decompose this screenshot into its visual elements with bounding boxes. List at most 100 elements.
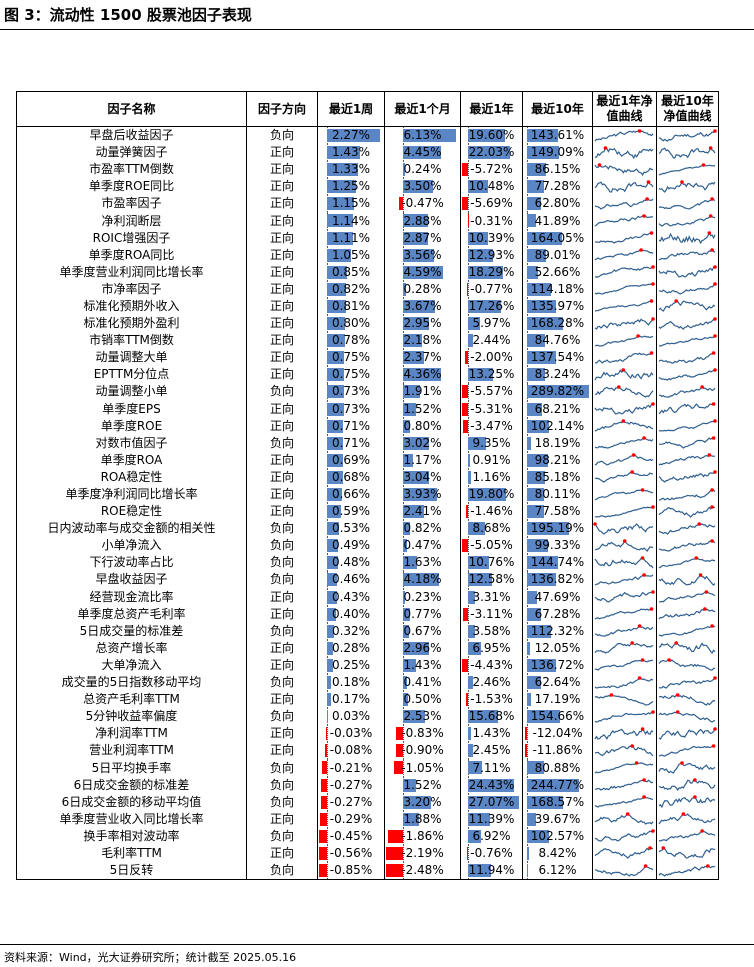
return-bar [403, 624, 409, 638]
factor-direction: 正向 [246, 503, 318, 521]
return-cell-y10: 149.09% [522, 144, 593, 162]
sparkline [594, 231, 654, 244]
nav-curve-1y [592, 759, 657, 777]
return-cell-y10: 144.74% [522, 554, 593, 572]
return-value: 112.32% [530, 623, 585, 638]
return-bar [527, 761, 545, 775]
sparkline [659, 436, 716, 449]
header-curve-1y: 最近1年净值曲线 [592, 91, 657, 127]
return-value: 0.85% [331, 264, 371, 279]
sparkline [594, 556, 654, 569]
bar-axis [326, 759, 328, 777]
sparkline [658, 299, 716, 313]
return-value: -5.31% [470, 401, 513, 416]
sparkline-path [658, 300, 716, 313]
return-cell-y1: -2.00% [460, 349, 523, 367]
return-value: 168.57% [530, 794, 585, 809]
sparkline [593, 521, 654, 535]
return-value: 80.88% [534, 760, 581, 775]
return-value: 85.18% [534, 469, 581, 484]
return-cell-y10: 195.19% [522, 520, 593, 538]
sparkline-peak-marker [701, 162, 706, 167]
sparkline-path [594, 727, 654, 740]
return-cell-m1: 6.13% [384, 126, 461, 145]
nav-curve-10y [656, 161, 719, 179]
return-value: 0.75% [331, 367, 371, 382]
return-cell-y1: -0.76% [460, 844, 523, 863]
return-value: 10.48% [468, 179, 515, 194]
sparkline-path [658, 864, 716, 877]
return-value: 1.63% [403, 555, 442, 570]
return-cell-y10: -11.86% [522, 742, 593, 760]
sparkline-peak-marker [637, 624, 642, 629]
sparkline [658, 692, 716, 706]
return-value: 0.80% [403, 418, 442, 433]
factor-name: 下行波动率占比 [16, 554, 247, 572]
return-value: 4.18% [403, 572, 442, 587]
return-cell-m1: 2.96% [384, 639, 461, 657]
return-value: 3.67% [403, 298, 442, 313]
return-bar [320, 795, 327, 809]
return-cell-w1: -0.27% [317, 776, 385, 794]
return-cell-w1: -0.45% [317, 827, 385, 845]
return-bar [468, 299, 501, 313]
return-value: 17.26% [468, 298, 515, 313]
factor-name: 标准化预期外收入 [16, 297, 247, 316]
sparkline [658, 709, 716, 723]
return-value: 0.18% [331, 675, 371, 690]
table-row: 市盈率因子 正向 1.15% -0.47% -5.69% 62.80% [16, 195, 719, 213]
factor-name: 动量调整大单 [16, 349, 247, 367]
bar-axis [326, 742, 328, 760]
return-bar [527, 129, 558, 142]
return-bar [468, 248, 493, 262]
return-value: 1.05% [331, 247, 371, 262]
return-value: -0.21% [329, 760, 373, 775]
return-cell-w1: 1.33% [317, 161, 385, 179]
return-value: 0.17% [331, 692, 371, 707]
factor-direction: 正向 [246, 810, 318, 828]
return-value: 1.11% [331, 230, 371, 245]
return-bar [326, 351, 345, 365]
table-row: 下行波动率占比 负向 0.48% 1.63% 10.76% 144.74% [16, 554, 719, 572]
return-bar [463, 607, 469, 621]
return-value: 2.44% [472, 333, 511, 348]
sparkline [594, 658, 653, 672]
return-value: -2.19% [401, 845, 444, 860]
sparkline-path [594, 642, 654, 655]
factor-name: 5分钟收益率偏度 [16, 708, 247, 726]
header-month: 最近1个月 [384, 91, 461, 127]
factor-direction: 正向 [246, 485, 318, 504]
return-bar [527, 163, 546, 177]
return-cell-m1: 0.23% [384, 588, 461, 606]
sparkline-peak-marker [651, 829, 655, 834]
return-cell-w1: 0.48% [317, 554, 385, 572]
sparkline [594, 607, 654, 620]
nav-curve-10y [656, 656, 719, 674]
return-cell-m1: -1.86% [384, 827, 461, 845]
sparkline-path [658, 505, 716, 518]
sparkline-peak-marker [646, 180, 651, 184]
return-value: 2.27% [331, 128, 371, 143]
factor-direction: 正向 [246, 297, 318, 316]
sparkline [658, 350, 716, 364]
return-value: 89.01% [534, 247, 581, 262]
sparkline-path [658, 779, 716, 792]
sparkline-path [594, 386, 654, 398]
return-value: -1.53% [470, 692, 513, 707]
nav-curve-1y [592, 332, 657, 350]
nav-curve-1y [592, 383, 657, 401]
table-row: 成交量的5日指数移动平均 负向 0.18% 0.41% 2.46% 62.64% [16, 674, 719, 692]
return-value: 2.18% [403, 333, 442, 348]
return-bar [326, 265, 347, 279]
sparkline-peak-marker [648, 846, 652, 851]
return-cell-m1: -0.83% [384, 725, 461, 743]
bar-axis [326, 810, 328, 828]
sparkline [658, 180, 716, 193]
sparkline-path [658, 386, 716, 398]
sparkline-path [658, 574, 716, 586]
nav-curve-1y [592, 622, 657, 640]
return-cell-m1: 3.02% [384, 434, 461, 452]
return-bar [527, 470, 546, 484]
nav-curve-1y [592, 366, 657, 384]
return-bar [403, 163, 406, 177]
